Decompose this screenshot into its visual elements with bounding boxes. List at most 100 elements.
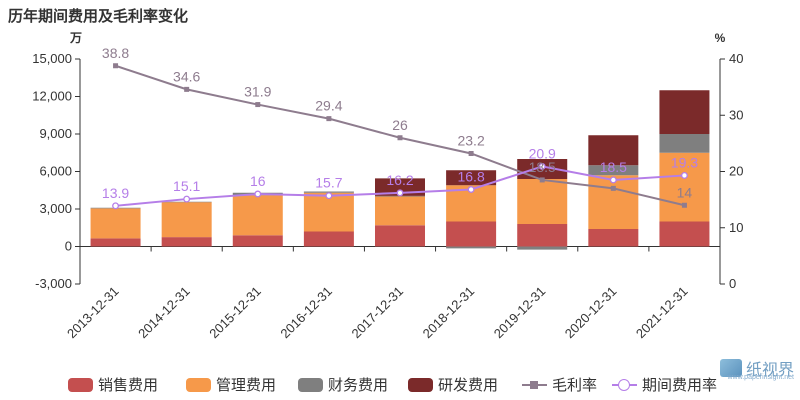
point-gross-margin (610, 185, 616, 191)
chart-title: 历年期间费用及毛利率变化 (8, 8, 189, 25)
bar-admin (588, 175, 639, 229)
bar-admin (517, 179, 568, 224)
point-period-rate (609, 176, 617, 184)
data-label-gross-margin: 14 (677, 184, 693, 200)
x-tick-label: 2019-12-31 (491, 284, 549, 342)
data-label-gross-margin: 23.2 (457, 133, 484, 149)
bar-sales (303, 231, 354, 247)
y-left-tick-label: 15,000 (32, 51, 72, 66)
bar-admin (375, 196, 425, 226)
data-label-gross-margin: 18.5 (529, 159, 556, 175)
bar-sales (517, 224, 568, 247)
point-gross-margin (397, 135, 403, 141)
y-right-tick-label: 40 (729, 51, 743, 66)
point-period-rate (183, 195, 191, 203)
point-period-rate (538, 162, 546, 170)
chart-legend: 销售费用 管理费用 财务费用 研发费用 毛利率 期间费用率 (0, 374, 800, 396)
point-gross-margin (539, 177, 545, 183)
data-label-gross-margin: 26 (392, 117, 408, 133)
data-label-period-rate: 19.3 (671, 154, 698, 170)
bar-finance (659, 134, 710, 153)
point-gross-margin (681, 202, 687, 208)
legend-item-finance[interactable]: 财务费用 (298, 374, 388, 395)
legend-label-rnd: 研发费用 (438, 377, 499, 394)
legend-label-gross-margin: 毛利率 (552, 377, 598, 394)
data-label-gross-margin: 38.8 (102, 45, 129, 61)
x-tick-label: 2018-12-31 (420, 284, 478, 342)
y-left-tick-label: 0 (65, 239, 72, 254)
point-gross-margin (468, 151, 474, 156)
bar-admin (90, 208, 141, 239)
point-period-rate (254, 190, 262, 198)
bar-rnd (446, 170, 497, 186)
y-left-unit: 万 (69, 31, 82, 45)
x-tick-label: 2016-12-31 (277, 284, 335, 342)
legend-marker-gross-margin (522, 378, 547, 392)
data-label-period-rate: 13.9 (102, 185, 129, 201)
x-tick-label: 2015-12-31 (206, 284, 264, 342)
bar-finance (303, 191, 354, 193)
watermark-url: www.paperinsight.net (727, 374, 794, 381)
legend-marker-period-rate (612, 378, 637, 392)
y-right-unit: % (715, 31, 726, 45)
data-label-period-rate: 15.1 (173, 178, 200, 194)
y-left-tick-label: 12,000 (32, 89, 72, 104)
point-period-rate (467, 186, 475, 193)
bar-finance (588, 165, 639, 176)
bar-admin (161, 202, 212, 238)
point-gross-margin (255, 102, 261, 108)
point-gross-margin (326, 116, 332, 122)
y-right-tick-label: 30 (729, 107, 743, 122)
data-label-period-rate: 16.2 (386, 172, 413, 188)
bar-admin (303, 192, 354, 232)
data-label-period-rate: 16 (250, 173, 266, 189)
data-label-period-rate: 15.7 (315, 175, 342, 191)
x-tick-label: 2020-12-31 (562, 284, 620, 342)
bar-sales (446, 221, 497, 247)
data-label-gross-margin: 34.6 (173, 68, 200, 84)
point-gross-margin (184, 86, 190, 92)
bar-finance (446, 246, 497, 249)
x-tick-label: 2021-12-31 (633, 284, 691, 342)
legend-swatch-rnd (408, 377, 433, 392)
legend-item-period-rate[interactable]: 期间费用率 (612, 374, 717, 395)
data-label-period-rate: 16.8 (457, 169, 484, 185)
y-left-tick-label: 6,000 (39, 164, 72, 179)
y-right-tick-label: 0 (729, 276, 736, 291)
legend-label-period-rate: 期间费用率 (642, 377, 718, 394)
watermark-logo-icon (719, 359, 742, 377)
data-label-gross-margin: 31.9 (244, 84, 271, 100)
legend-label-sales: 销售费用 (98, 377, 159, 394)
point-period-rate (680, 171, 688, 179)
legend-swatch-admin (186, 377, 211, 392)
legend-item-sales[interactable]: 销售费用 (68, 374, 158, 395)
bar-sales (659, 221, 710, 247)
data-label-gross-margin: 29.4 (315, 98, 342, 114)
legend-swatch-sales (68, 377, 93, 392)
bar-sales (375, 225, 425, 247)
bar-sales (161, 237, 212, 247)
bar-finance (517, 246, 568, 250)
watermark: 纸视界 www.paperinsight.net (719, 356, 794, 381)
bar-rnd (588, 135, 639, 166)
bar-admin (232, 195, 283, 236)
legend-label-admin: 管理费用 (216, 377, 277, 394)
data-label-period-rate: 18.5 (600, 159, 627, 175)
point-period-rate (396, 189, 404, 197)
legend-label-finance: 财务费用 (328, 377, 389, 394)
bar-sales (232, 235, 283, 247)
y-right-tick-label: 20 (729, 164, 743, 179)
x-tick-label: 2014-12-31 (135, 284, 193, 342)
bar-admin (659, 152, 710, 222)
y-left-tick-label: 3,000 (39, 201, 72, 216)
point-period-rate (325, 192, 333, 200)
bar-sales (588, 229, 639, 247)
legend-swatch-finance (298, 377, 323, 392)
legend-item-rnd[interactable]: 研发费用 (408, 374, 498, 395)
y-left-tick-label: -3,000 (35, 276, 72, 291)
point-period-rate (112, 202, 120, 210)
y-left-tick-label: 9,000 (39, 126, 72, 141)
point-gross-margin (113, 63, 119, 69)
legend-item-gross-margin[interactable]: 毛利率 (522, 374, 597, 395)
legend-item-admin[interactable]: 管理费用 (186, 374, 276, 395)
